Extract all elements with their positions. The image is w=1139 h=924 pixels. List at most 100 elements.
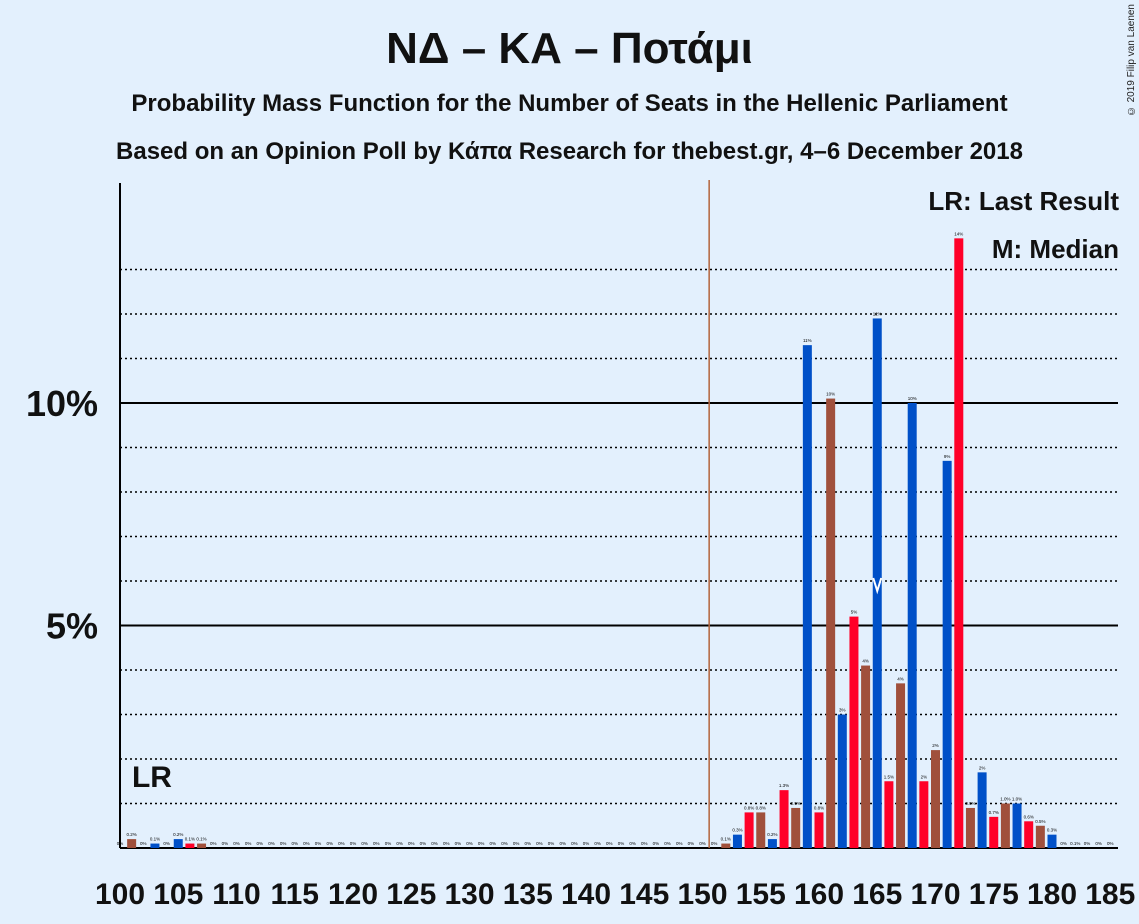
bar-label-157: 1.3% xyxy=(779,783,789,788)
bar-label-147: 0% xyxy=(664,841,671,846)
bar-label-136: 0% xyxy=(536,841,543,846)
last-result-marker: LR xyxy=(132,761,172,794)
bar-152 xyxy=(721,843,731,848)
bar-label-112: 0% xyxy=(257,841,264,846)
bar-label-145: 0% xyxy=(641,841,648,846)
bar-label-163: 5% xyxy=(851,610,858,615)
bar-label-134: 0% xyxy=(513,841,520,846)
bar-161 xyxy=(826,398,836,848)
bar-label-162: 3% xyxy=(839,708,846,713)
x-tick-label: 160 xyxy=(794,878,844,911)
x-tick-label: 100 xyxy=(95,878,145,911)
bar-label-122: 0% xyxy=(373,841,380,846)
bar-label-103: 0.1% xyxy=(150,837,160,842)
x-tick-label: 145 xyxy=(619,878,669,911)
bar-label-182: 0.1% xyxy=(1070,841,1080,846)
bar-label-130: 0% xyxy=(466,841,473,846)
bar-label-173: 0.9% xyxy=(965,801,975,806)
bar-103 xyxy=(150,843,160,848)
bar-165 xyxy=(872,318,882,848)
bar-label-108: 0% xyxy=(210,841,217,846)
bar-label-165: 12% xyxy=(873,311,882,316)
bar-label-171: 9% xyxy=(944,454,951,459)
bar-label-153: 0.3% xyxy=(732,828,742,833)
bar-label-151: 0% xyxy=(711,841,718,846)
x-tick-label: 150 xyxy=(677,878,727,911)
bar-label-117: 0% xyxy=(315,841,322,846)
bar-label-124: 0% xyxy=(396,841,403,846)
bar-166 xyxy=(884,781,894,848)
bar-label-104: 0% xyxy=(163,841,170,846)
bar-label-170: 2% xyxy=(932,743,939,748)
bar-label-137: 0% xyxy=(548,841,555,846)
legend-last-result: LR: Last Result xyxy=(928,186,1119,216)
bar-label-180: 0.3% xyxy=(1047,828,1057,833)
bar-label-178: 0.6% xyxy=(1024,814,1034,819)
bar-label-146: 0% xyxy=(653,841,660,846)
x-tick-label: 175 xyxy=(969,878,1019,911)
x-tick-label: 125 xyxy=(386,878,436,911)
x-tick-label: 135 xyxy=(503,878,553,911)
bar-label-106: 0.1% xyxy=(185,837,195,842)
x-tick-label: 120 xyxy=(328,878,378,911)
bar-label-166: 1.5% xyxy=(884,774,894,779)
bar-label-142: 0% xyxy=(606,841,613,846)
chart-title: ΝΔ – ΚΑ – Ποτάμι xyxy=(386,24,753,73)
bar-label-172: 14% xyxy=(954,231,963,236)
legend-median: M: Median xyxy=(991,234,1119,264)
x-tick-label: 185 xyxy=(1085,878,1135,911)
bar-label-138: 0% xyxy=(559,841,566,846)
x-tick-label: 170 xyxy=(910,878,960,911)
bar-162 xyxy=(837,714,847,848)
x-tick-label: 115 xyxy=(271,878,319,911)
bar-label-105: 0.2% xyxy=(173,832,183,837)
bar-label-123: 0% xyxy=(385,841,392,846)
bar-label-111: 0% xyxy=(245,841,252,846)
bar-label-159: 11% xyxy=(803,338,812,343)
bar-173 xyxy=(965,807,975,848)
bar-label-175: 0.7% xyxy=(989,810,999,815)
chart-subtitle-1: Probability Mass Function for the Number… xyxy=(131,90,1008,117)
bar-167 xyxy=(896,683,906,848)
bar-label-131: 0% xyxy=(478,841,485,846)
bar-label-129: 0% xyxy=(455,841,462,846)
bar-label-183: 0% xyxy=(1084,841,1091,846)
bar-171 xyxy=(942,460,952,848)
bar-label-115: 0% xyxy=(291,841,298,846)
bar-label-144: 0% xyxy=(629,841,636,846)
bar-label-101: 0.2% xyxy=(127,832,137,837)
bar-label-128: 0% xyxy=(443,841,450,846)
bar-label-148: 0% xyxy=(676,841,683,846)
bar-label-160: 0.8% xyxy=(814,805,824,810)
bar-177 xyxy=(1012,803,1022,848)
x-tick-label: 140 xyxy=(561,878,611,911)
bar-label-177: 1.0% xyxy=(1012,797,1022,802)
bar-176 xyxy=(1000,803,1010,848)
bar-153 xyxy=(732,834,742,848)
bar-label-125: 0% xyxy=(408,841,415,846)
bar-105 xyxy=(173,839,183,848)
bar-label-179: 0.5% xyxy=(1035,819,1045,824)
bar-175 xyxy=(989,816,999,848)
bar-label-132: 0% xyxy=(490,841,497,846)
bar-101 xyxy=(127,839,137,848)
bar-label-161: 10% xyxy=(826,392,835,397)
bar-157 xyxy=(779,790,789,848)
bar-label-167: 4% xyxy=(897,676,904,681)
bar-label-176: 1.0% xyxy=(1000,797,1010,802)
bar-label-154: 0.8% xyxy=(744,805,754,810)
bar-163 xyxy=(849,616,859,848)
bar-label-143: 0% xyxy=(618,841,625,846)
bar-label-139: 0% xyxy=(571,841,578,846)
x-tick-label: 110 xyxy=(212,878,260,911)
bar-label-156: 0.2% xyxy=(767,832,777,837)
bar-180 xyxy=(1047,834,1057,848)
bar-label-158: 0.9% xyxy=(791,801,801,806)
bar-label-100: 0% xyxy=(117,841,124,846)
bar-label-181: 0% xyxy=(1060,841,1067,846)
bar-169 xyxy=(919,781,929,848)
bar-107 xyxy=(197,843,207,848)
bar-label-114: 0% xyxy=(280,841,287,846)
bar-label-141: 0% xyxy=(594,841,601,846)
